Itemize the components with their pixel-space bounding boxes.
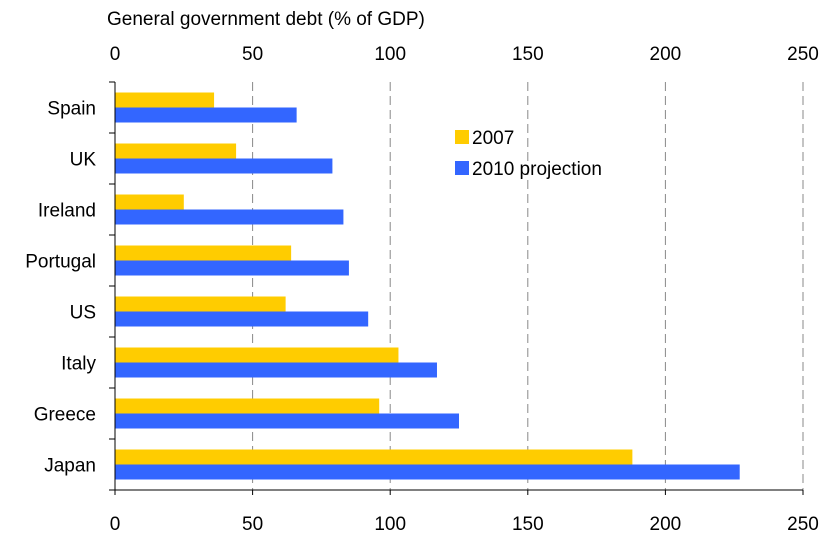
legend-swatch-0 (455, 130, 469, 144)
bars (115, 92, 740, 480)
top-tick-labels: 0 50 100 150 200 250 (110, 44, 819, 65)
bar-2007-japan (115, 449, 633, 465)
category-label-japan: Japan (44, 456, 96, 477)
category-label-us: US (70, 303, 96, 324)
bottom-tick-label: 50 (242, 514, 263, 535)
bar-2010-projection-spain (115, 107, 297, 123)
category-label-italy: Italy (61, 354, 96, 375)
category-label-greece: Greece (34, 405, 96, 426)
top-tick-label: 0 (110, 44, 121, 65)
category-label-portugal: Portugal (25, 252, 96, 273)
gridlines (252, 82, 804, 490)
bottom-tick-label: 100 (374, 514, 406, 535)
bar-2007-portugal (115, 245, 292, 261)
bottom-tick-label: 150 (512, 514, 544, 535)
bar-2007-uk (115, 143, 237, 159)
bar-2010-projection-us (115, 311, 369, 327)
category-label-uk: UK (70, 150, 97, 171)
bar-2010-projection-greece (115, 413, 459, 429)
bar-2007-greece (115, 398, 380, 414)
legend: 2007 2010 projection (455, 128, 602, 180)
top-tick-label: 200 (650, 44, 682, 65)
bottom-tick-label: 200 (650, 514, 682, 535)
axes (109, 81, 804, 495)
category-label-ireland: Ireland (38, 201, 96, 222)
top-tick-label: 250 (787, 44, 819, 65)
legend-label-0: 2007 (472, 128, 514, 149)
bar-2007-spain (115, 92, 215, 108)
legend-swatch-1 (455, 161, 469, 175)
bar-2010-projection-ireland (115, 209, 344, 225)
bar-2010-projection-portugal (115, 260, 349, 276)
bar-2007-us (115, 296, 286, 312)
bar-2010-projection-uk (115, 158, 333, 174)
bar-2010-projection-japan (115, 464, 740, 480)
bottom-tick-label: 250 (787, 514, 819, 535)
top-tick-label: 100 (374, 44, 406, 65)
top-tick-label: 150 (512, 44, 544, 65)
legend-label-1: 2010 projection (472, 159, 602, 180)
bar-2007-ireland (115, 194, 184, 210)
category-labels: Spain UK Ireland Portugal US Italy Greece Japan (25, 99, 96, 477)
chart-title: General government debt (% of GDP) (107, 9, 425, 30)
bottom-tick-label: 0 (110, 514, 121, 535)
bottom-tick-labels: 0 50 100 150 200 250 (110, 514, 819, 535)
top-tick-label: 50 (242, 44, 263, 65)
category-label-spain: Spain (47, 99, 96, 120)
bar-2007-italy (115, 347, 399, 363)
bar-2010-projection-italy (115, 362, 437, 378)
